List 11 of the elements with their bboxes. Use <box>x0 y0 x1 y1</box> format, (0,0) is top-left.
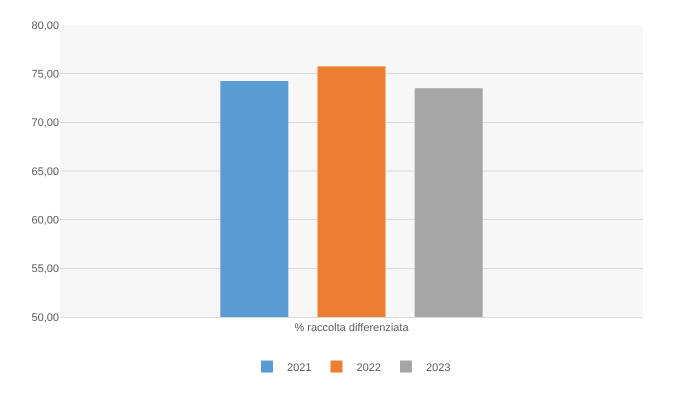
x-tick-label: % raccolta differenziata <box>294 322 410 334</box>
y-tick-label: 80,00 <box>31 20 59 32</box>
legend-label: 2021 <box>287 362 312 374</box>
legend-label: 2022 <box>356 362 381 374</box>
legend-label: 2023 <box>426 362 450 374</box>
y-tick-label: 65,00 <box>31 166 59 178</box>
y-tick-label: 75,00 <box>31 68 59 81</box>
y-tick-label: 50,00 <box>31 312 59 324</box>
y-tick-label: 60,00 <box>31 214 59 227</box>
y-tick-label: 70,00 <box>31 117 59 130</box>
y-tick-label: 55,00 <box>31 263 59 276</box>
